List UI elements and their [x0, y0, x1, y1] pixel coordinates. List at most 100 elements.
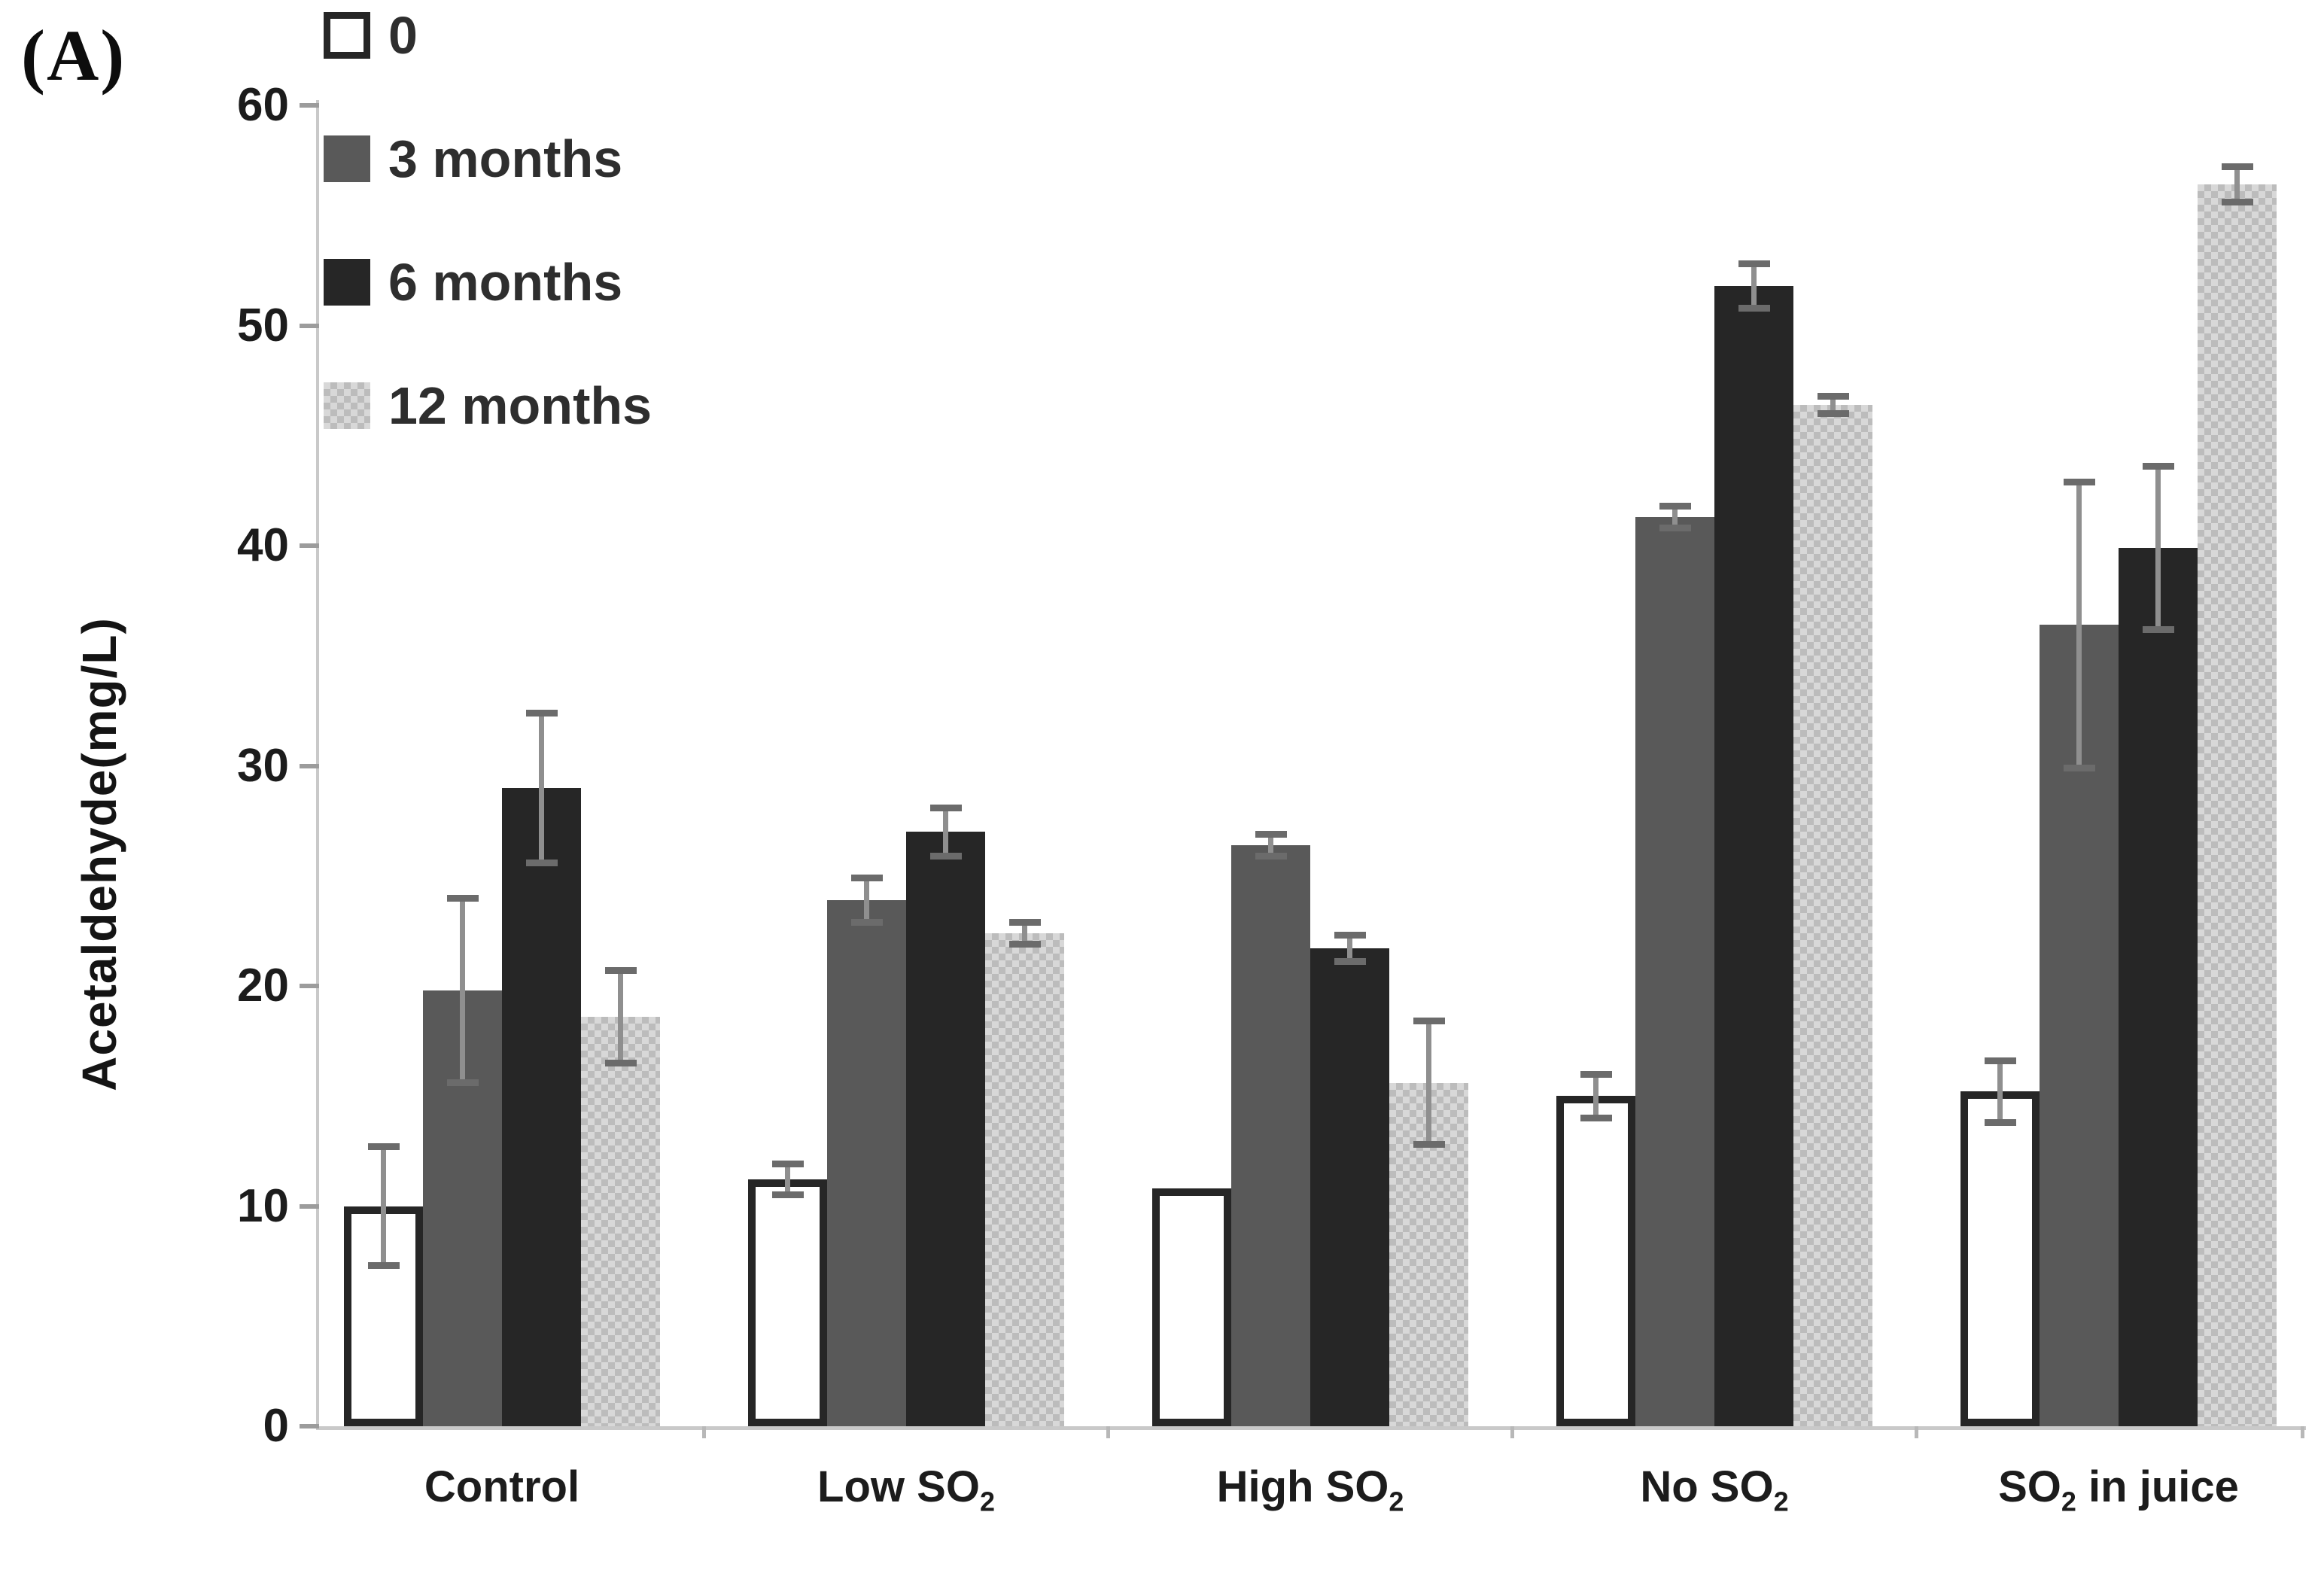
category-label-no-so2: No SO2	[1640, 1462, 1789, 1517]
error-bar-cap	[1659, 525, 1691, 532]
y-axis-tick-label: 50	[237, 299, 289, 351]
error-bar-cap	[1738, 304, 1770, 312]
error-bar-cap	[2142, 463, 2174, 470]
y-axis-tick-label: 60	[237, 79, 289, 131]
error-bar-cap	[1817, 392, 1849, 400]
error-bar-cap	[1008, 940, 1041, 948]
error-bar	[1022, 922, 1027, 945]
bar-3-months-low-so2	[827, 899, 906, 1426]
error-bar-cap	[929, 804, 962, 811]
error-bar	[618, 970, 623, 1063]
error-bar-cap	[1008, 918, 1041, 926]
bar-12-months-no-so2	[1793, 404, 1872, 1426]
error-bar-cap	[929, 852, 962, 860]
error-bar-cap	[1413, 1141, 1445, 1149]
error-bar-cap	[1817, 410, 1849, 417]
x-axis-tick	[2301, 1426, 2304, 1438]
error-bar-cap	[367, 1143, 400, 1151]
error-bar	[460, 898, 465, 1083]
bar-12-months-low-so2	[985, 933, 1064, 1426]
y-axis-tick-label: 10	[237, 1179, 289, 1232]
y-axis-tick	[300, 543, 319, 548]
bar-group-so2-in-juice: SO2 in juice	[1960, 100, 2277, 1515]
bar-6-months-low-so2	[906, 832, 985, 1426]
x-axis-tick	[702, 1426, 706, 1438]
error-bar	[1830, 396, 1836, 414]
bar-0-low-so2	[748, 1179, 827, 1426]
error-bar-cap	[446, 894, 479, 902]
bar-3-months-no-so2	[1635, 516, 1714, 1426]
category-label-so2-in-juice: SO2 in juice	[1998, 1462, 2239, 1517]
bar-6-months-so2-in-juice	[2119, 547, 2198, 1426]
legend-swatch-icon	[324, 135, 370, 182]
error-bar	[2155, 466, 2161, 630]
category-label-high-so2: High SO2	[1216, 1462, 1404, 1517]
y-axis-tick-label: 40	[237, 519, 289, 571]
error-bar-cap	[1984, 1118, 2016, 1126]
error-bar-cap	[2221, 199, 2253, 206]
error-bar-cap	[2142, 625, 2174, 633]
plot-area: 0 10 20 30 40 50 60 Control Low SO2 High SO2 No S…	[237, 82, 2306, 1515]
error-bar-cap	[1738, 260, 1770, 268]
error-bar-cap	[2063, 478, 2095, 485]
category-label-low-so2: Low SO2	[817, 1462, 995, 1517]
y-axis-title: Acetaldehyde(mg/L)	[72, 617, 126, 1091]
error-bar-cap	[604, 967, 637, 975]
bar-0-high-so2	[1152, 1188, 1231, 1426]
bar-group-low-so2: Low SO2	[748, 100, 1064, 1515]
legend-swatch-icon	[324, 259, 370, 306]
legend-item-3-months: 3 months	[324, 132, 652, 185]
error-bar	[785, 1164, 790, 1195]
error-bar-cap	[525, 859, 558, 866]
bar-6-months-control	[502, 787, 581, 1426]
bar-group-high-so2: High SO2	[1152, 100, 1468, 1515]
error-bar-cap	[1580, 1070, 1612, 1078]
error-bar	[1751, 263, 1757, 309]
error-bar	[1997, 1060, 2003, 1123]
legend-item-0: 0	[324, 9, 652, 62]
category-label-control: Control	[424, 1462, 580, 1511]
error-bar-cap	[771, 1161, 804, 1168]
legend-label: 6 months	[388, 253, 623, 312]
y-axis-tick	[300, 984, 319, 988]
error-bar	[381, 1146, 386, 1266]
error-bar-cap	[2221, 163, 2253, 171]
bar-group-no-so2: No SO2	[1556, 100, 1872, 1515]
bar-6-months-high-so2	[1310, 948, 1389, 1426]
error-bar-cap	[1984, 1057, 2016, 1064]
error-bar-cap	[604, 1059, 637, 1066]
error-bar-cap	[850, 918, 883, 926]
legend: 0 3 months 6 months 12 months	[324, 9, 652, 503]
bar-12-months-so2-in-juice	[2198, 184, 2277, 1426]
error-bar-cap	[1255, 830, 1287, 838]
error-bar-cap	[771, 1191, 804, 1199]
y-axis-tick	[300, 763, 319, 768]
error-bar	[1268, 834, 1273, 856]
error-bar-cap	[1659, 502, 1691, 510]
error-bar-cap	[525, 709, 558, 717]
error-bar	[2076, 482, 2082, 768]
legend-label: 3 months	[388, 129, 623, 188]
y-axis-tick-label: 20	[237, 960, 289, 1012]
bar-0-no-so2	[1556, 1096, 1635, 1426]
error-bar	[943, 808, 948, 856]
legend-item-12-months: 12 months	[324, 379, 652, 432]
x-axis-tick	[1915, 1426, 1918, 1438]
legend-label: 0	[388, 6, 418, 65]
y-axis-tick	[300, 323, 319, 328]
legend-label: 12 months	[388, 376, 652, 435]
error-bar-cap	[1334, 932, 1366, 939]
error-bar	[1347, 935, 1352, 962]
error-bar	[1593, 1074, 1599, 1118]
y-axis-tick-label: 0	[263, 1400, 289, 1452]
bar-12-months-control	[581, 1016, 660, 1426]
error-bar-cap	[367, 1261, 400, 1269]
error-bar-cap	[446, 1079, 479, 1087]
legend-item-6-months: 6 months	[324, 256, 652, 309]
x-axis-tick	[1106, 1426, 1110, 1438]
bar-6-months-no-so2	[1714, 285, 1793, 1426]
error-bar-cap	[1580, 1115, 1612, 1121]
y-axis-tick	[300, 103, 319, 108]
error-bar-cap	[1413, 1018, 1445, 1025]
panel-label: (A)	[21, 15, 126, 96]
